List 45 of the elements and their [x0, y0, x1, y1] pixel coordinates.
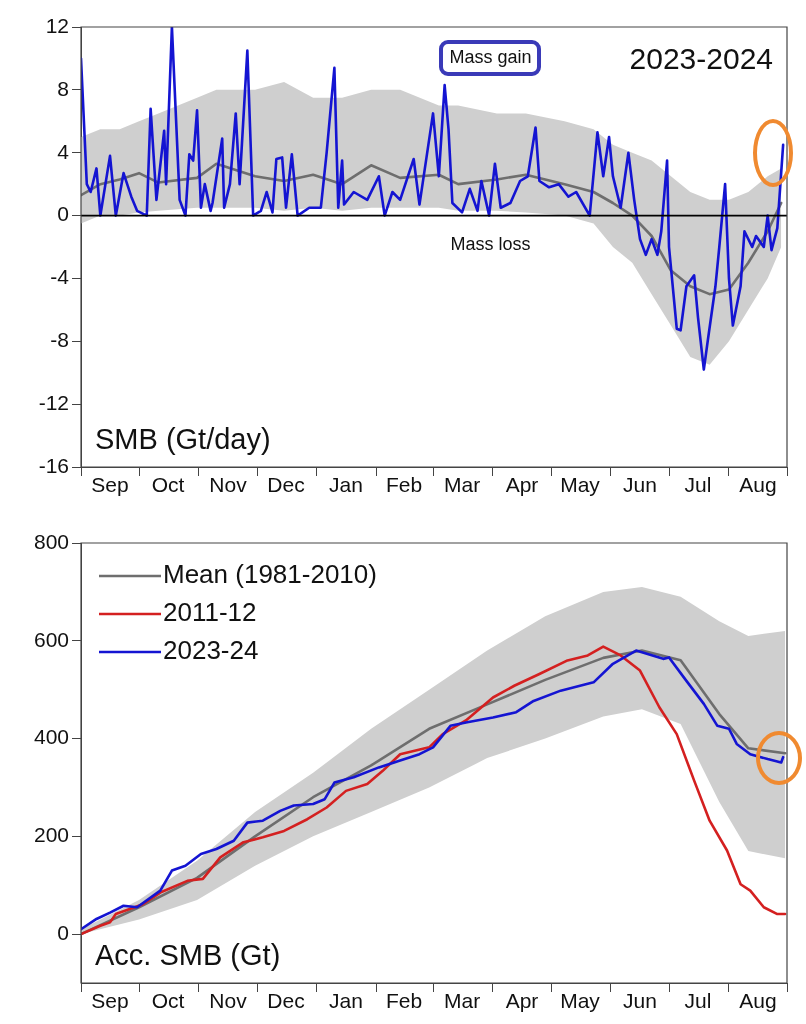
x-tick-label: Dec — [267, 473, 305, 497]
y-tick-label: 12 — [45, 13, 69, 37]
y-tick-label: 400 — [33, 725, 69, 749]
y-tick-label: 4 — [57, 139, 70, 163]
text: 2023-2024 — [629, 42, 773, 76]
legend-label: Mean (1981-2010) — [163, 559, 377, 590]
x-tick-label: Mar — [443, 473, 481, 497]
y-tick-label: 800 — [33, 529, 69, 553]
x-tick-label: Oct — [151, 989, 185, 1013]
legend-label: 2011-12 — [163, 597, 257, 628]
x-tick-label: Sep — [91, 473, 129, 497]
x-tick-label: Sep — [91, 989, 129, 1013]
annotation: Mass loss — [450, 233, 531, 254]
y-tick-label: -12 — [38, 390, 69, 414]
y-axis-title: Acc. SMB (Gt) — [95, 939, 281, 971]
x-tick-label: Jun — [623, 989, 657, 1013]
annotation: Mass gain — [449, 46, 532, 67]
x-tick-label: Jul — [684, 989, 712, 1013]
x-tick-label: Apr — [505, 989, 539, 1013]
y-tick-label: 0 — [57, 202, 69, 226]
x-tick-label: Jan — [329, 473, 363, 497]
y-tick-label: -4 — [50, 265, 70, 289]
x-tick-label: Jul — [684, 473, 712, 497]
x-tick-label: Jun — [623, 473, 657, 497]
x-tick-label: Nov — [209, 473, 248, 497]
y-tick-label: 8 — [57, 76, 69, 100]
legend-label: 2023-24 — [163, 635, 259, 666]
x-tick-label: Apr — [505, 473, 539, 497]
y-tick-label: 0 — [57, 920, 69, 944]
x-tick-label: Aug — [739, 473, 777, 497]
y-axis-title: SMB (Gt/day) — [95, 423, 271, 455]
x-tick-label: May — [560, 989, 601, 1013]
x-tick-label: Oct — [151, 473, 185, 497]
x-tick-label: Jan — [329, 989, 363, 1013]
x-tick-label: Aug — [739, 989, 777, 1013]
y-tick-label: -8 — [50, 328, 69, 352]
x-tick-label: Feb — [385, 473, 423, 497]
x-tick-label: Dec — [267, 989, 305, 1013]
x-tick-label: Nov — [209, 989, 248, 1013]
x-tick-label: Mar — [443, 989, 481, 1013]
x-tick-label: Feb — [385, 989, 423, 1013]
x-tick-label: May — [560, 473, 601, 497]
y-tick-label: -16 — [38, 453, 69, 477]
y-tick-label: 200 — [33, 823, 69, 847]
y-tick-label: 600 — [33, 627, 69, 651]
